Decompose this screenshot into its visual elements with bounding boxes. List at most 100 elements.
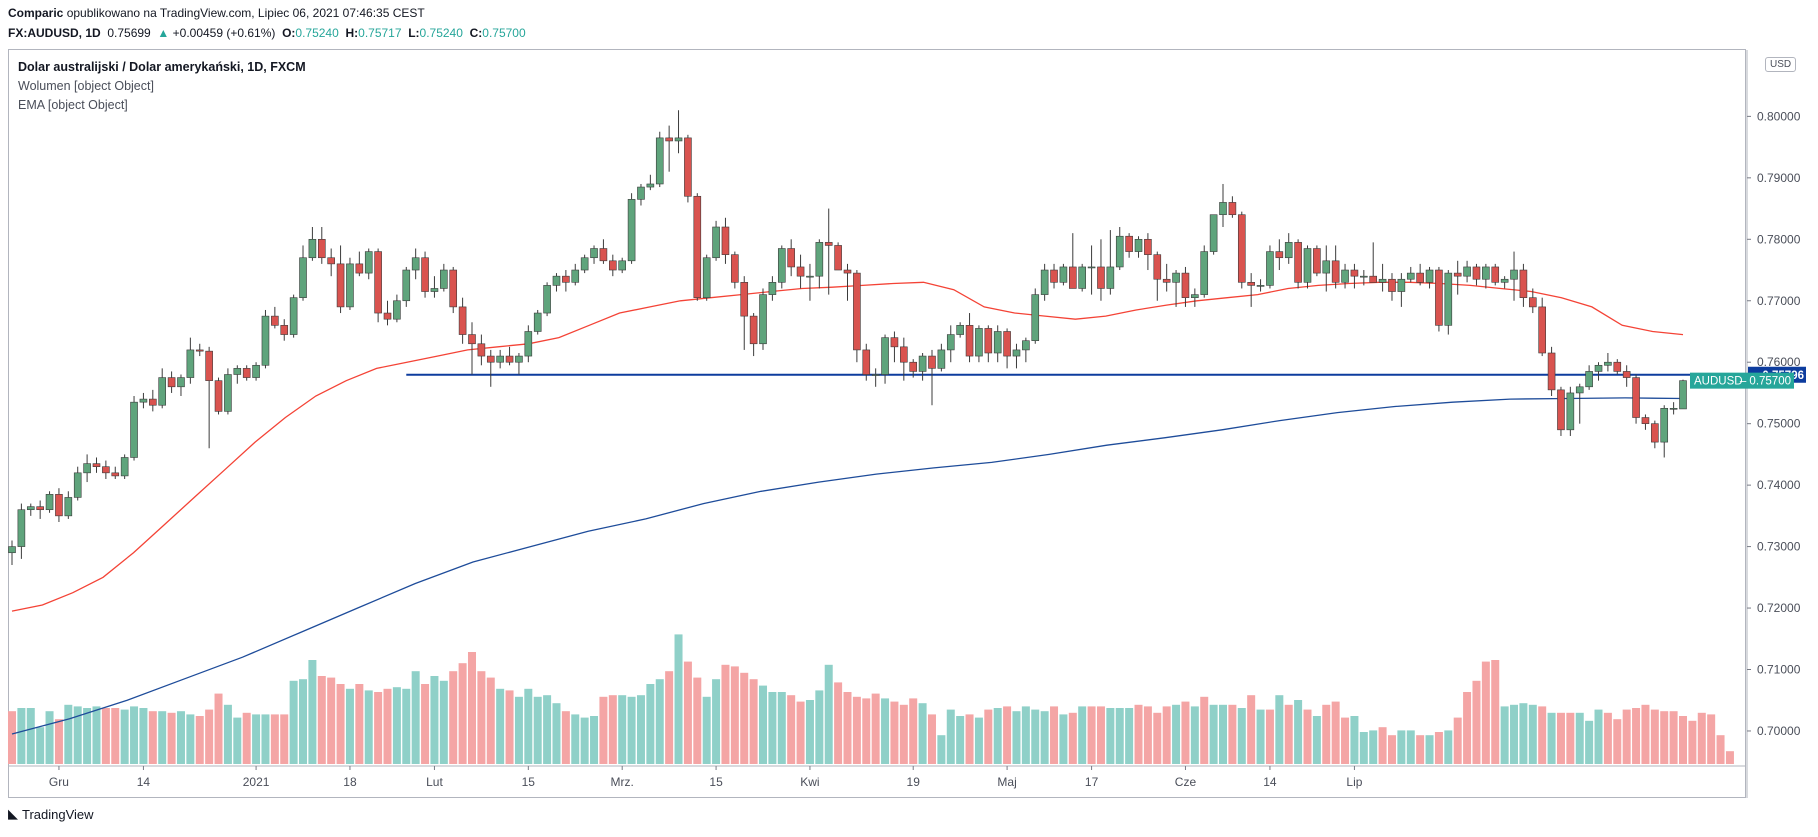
candle-body [1669, 408, 1678, 410]
candle-body [440, 269, 448, 289]
volume-bar [1143, 706, 1152, 764]
volume-bar [1341, 717, 1350, 764]
volume-bar [1096, 706, 1105, 764]
candle-body [655, 137, 664, 185]
candle-body [1153, 254, 1162, 280]
candle-body [45, 494, 54, 511]
candle-body [740, 282, 749, 317]
volume-bar [402, 688, 411, 764]
volume-bar [308, 660, 317, 764]
volume-bar [101, 708, 110, 764]
volume-bar [1528, 704, 1537, 764]
candle-body [1078, 266, 1086, 289]
volume-bar [496, 688, 505, 764]
candle-body [1209, 214, 1218, 252]
volume-bar [984, 709, 993, 764]
candle-body [599, 248, 608, 262]
candle-body [1528, 297, 1537, 308]
volume-bar [1059, 714, 1068, 764]
close-value: 0.75700 [482, 26, 526, 40]
volume-bar [92, 706, 101, 764]
legend-ema[interactable]: EMA [object Object] [18, 98, 128, 112]
volume-bar [1181, 701, 1190, 764]
open-value: 0.75240 [295, 26, 339, 40]
candle-body [1482, 266, 1490, 280]
candle-body [505, 355, 514, 363]
candle-body [1651, 423, 1659, 443]
candle-body [242, 368, 251, 378]
candle-body [834, 245, 842, 271]
tradingview-logo-icon: ◣ [8, 806, 18, 821]
volume-bar [1491, 660, 1500, 764]
candle-body [149, 398, 157, 406]
candle-body [918, 355, 927, 372]
candle-body [749, 315, 758, 345]
candle-body [26, 506, 35, 511]
candle-body [1022, 340, 1030, 351]
candle-body [1416, 272, 1424, 283]
volume-bar [1632, 708, 1641, 764]
candle-body [214, 380, 223, 412]
price-tick-label: 0.74000 [1757, 478, 1801, 492]
volume-bar [1331, 701, 1340, 764]
volume-bar [1566, 712, 1575, 764]
open-label: O: [282, 26, 296, 40]
candle-body [1191, 294, 1199, 298]
candle-body [1360, 275, 1368, 278]
candle-body [1622, 371, 1631, 378]
candle-body [1594, 364, 1603, 372]
volume-bar [712, 679, 721, 764]
candle-body [346, 263, 354, 308]
price-tick-label: 0.80000 [1757, 109, 1801, 123]
candle-body [73, 472, 82, 498]
candle-body [928, 355, 936, 369]
volume-bar [543, 695, 552, 764]
volume-bar [1228, 704, 1237, 764]
candle-body [674, 137, 683, 142]
high-value: 0.75717 [358, 26, 402, 40]
volume-bar [1125, 708, 1134, 764]
candle-body [1003, 331, 1011, 357]
candle-body [1510, 269, 1518, 280]
volume-bar [881, 698, 890, 764]
candle-body [1125, 235, 1133, 252]
volume-bar [1200, 696, 1209, 764]
volume-bar [1416, 735, 1425, 764]
currency-button[interactable]: USD [1765, 57, 1797, 72]
volume-bar [561, 711, 570, 764]
time-tick-label: Gru [49, 775, 69, 789]
tradingview-watermark: ◣ TradingView [8, 806, 94, 822]
candle-body [449, 269, 458, 308]
candle-body [317, 238, 326, 259]
candle-body [1266, 251, 1274, 286]
volume-bar [439, 680, 448, 764]
volume-bar [1481, 661, 1490, 764]
volume-bar [571, 714, 580, 764]
volume-bar [1322, 704, 1331, 764]
volume-bar [956, 716, 965, 764]
volume-bar [927, 714, 936, 764]
volume-bar [843, 692, 852, 764]
volume-bar [552, 703, 561, 764]
publish-info: Comparic opublikowano na TradingView.com… [8, 6, 425, 20]
candle-body [777, 248, 786, 283]
volume-bar [289, 680, 298, 764]
candle-body [646, 183, 655, 188]
candle-body [1341, 269, 1349, 283]
volume-bar [834, 682, 843, 764]
volume-bar [890, 701, 899, 764]
volume-bar [1275, 695, 1284, 764]
price-tick-label: 0.70000 [1757, 724, 1801, 738]
volume-bar [383, 688, 392, 764]
time-tick-label: 14 [137, 775, 151, 789]
volume-bar [186, 714, 195, 764]
price-tick-label: 0.79000 [1757, 171, 1801, 185]
legend-volume[interactable]: Wolumen [object Object] [18, 79, 154, 93]
candle-body [55, 494, 63, 517]
volume-bar [740, 672, 749, 764]
volume-bar [918, 703, 927, 764]
volume-bar [299, 679, 308, 764]
volume-bar [17, 708, 26, 764]
time-tick-label: 19 [907, 775, 921, 789]
